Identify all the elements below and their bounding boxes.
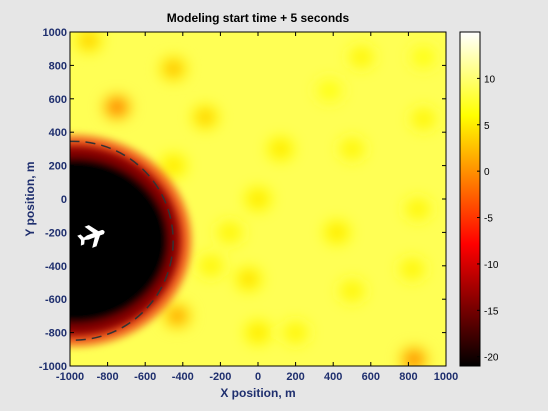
plot-area (70, 32, 446, 366)
hot-spot (243, 320, 273, 346)
hot-spot (159, 153, 188, 179)
hot-spot (315, 77, 344, 103)
y-tick-label: -800 (45, 328, 67, 340)
hot-spot (347, 44, 376, 70)
y-tick-label: 200 (49, 161, 67, 173)
hot-spot (74, 32, 103, 53)
hot-spot (399, 346, 429, 366)
hot-spot (398, 256, 427, 282)
x-tick-label: 800 (399, 371, 417, 383)
x-tick-label: 0 (255, 371, 261, 383)
x-tick-label: -400 (172, 371, 194, 383)
y-tick-label: 800 (49, 60, 67, 72)
y-tick-label: 0 (61, 194, 67, 206)
colorbar-tick-label: -5 (484, 214, 493, 225)
x-tick-label: -200 (209, 371, 231, 383)
y-axis-label: Y position, m (23, 161, 37, 236)
hot-spot (159, 56, 188, 82)
shadow-zone-layer (70, 135, 192, 347)
hot-spot (337, 136, 367, 162)
y-tick-label: -200 (45, 227, 67, 239)
y-tick-label: 1000 (43, 27, 67, 39)
hot-spot (215, 219, 244, 245)
colorbar-tick-label: 5 (484, 121, 490, 132)
x-axis: -1000 -800 -600 -400 -200 0 200 400 600 800 1000 (56, 32, 458, 383)
hot-spot (196, 253, 226, 279)
x-tick-label: 1000 (434, 371, 458, 383)
hot-spot (163, 303, 192, 329)
x-tick-label: 200 (286, 371, 304, 383)
hot-spot (191, 104, 220, 130)
shadow-zone-boundary (70, 140, 174, 341)
y-tick-label: -1000 (39, 361, 67, 373)
chart-title: Modeling start time + 5 seconds (167, 11, 350, 25)
y-tick-label: -600 (45, 294, 67, 306)
hot-spot (102, 94, 132, 120)
colorbar-tick-label: -20 (484, 353, 499, 364)
hot-spot (403, 196, 432, 222)
x-tick-label: 400 (324, 371, 342, 383)
hot-spot (281, 320, 310, 346)
x-axis-label: X position, m (220, 386, 295, 400)
hot-spot (234, 266, 263, 292)
y-tick-label: 600 (49, 94, 67, 106)
colorbar-tick-label: 10 (484, 74, 496, 85)
x-tick-label: 600 (362, 371, 380, 383)
hot-spot (409, 106, 438, 132)
colorbar-tick-label: 0 (484, 167, 490, 178)
x-tick-label: -800 (97, 371, 119, 383)
colorbar: -20 -15 -10 -5 0 5 10 (459, 31, 499, 367)
shadow-zone-core (70, 157, 170, 325)
colorbar-tick-label: -15 (484, 306, 499, 317)
colorbar-tick-label: -10 (484, 260, 499, 271)
hot-spot (409, 44, 438, 70)
aircraft-icon (77, 225, 105, 248)
colorbar-scale (459, 31, 481, 367)
y-axis: -1000 -800 -600 -400 -200 0 200 400 600 800 1000 (39, 27, 446, 373)
hot-spot (243, 186, 273, 212)
x-tick-label: -600 (134, 371, 156, 383)
hot-spot (337, 278, 367, 304)
hot-spot (322, 219, 352, 245)
x-tick-label: -1000 (56, 371, 84, 383)
hot-spot (266, 136, 295, 162)
y-tick-label: 400 (49, 127, 67, 139)
y-tick-label: -400 (45, 261, 67, 273)
colorbar-ticks: -20 -15 -10 -5 0 5 10 (477, 74, 499, 364)
